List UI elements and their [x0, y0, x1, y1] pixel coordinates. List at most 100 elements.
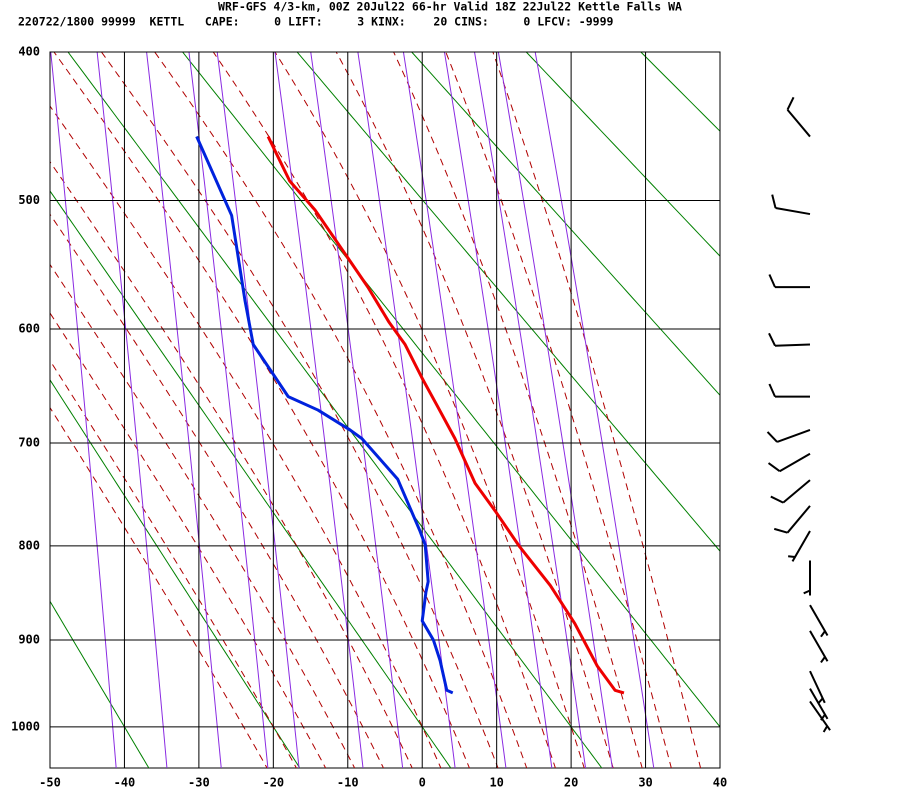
dry-adiabat — [525, 52, 720, 257]
x-tick-label: 20 — [564, 776, 578, 790]
x-tick-label: -30 — [188, 776, 210, 790]
moist-adiabat — [50, 359, 297, 768]
x-tick-label: -10 — [337, 776, 359, 790]
barb-staff — [786, 505, 811, 534]
barb-staff — [774, 343, 811, 347]
moist-adiabat — [50, 160, 413, 768]
barb-flag — [768, 274, 776, 288]
barb-flag — [788, 555, 796, 559]
wind-barb — [768, 383, 810, 398]
wind-barb — [768, 332, 811, 347]
profile-line — [195, 135, 454, 695]
barb-flag — [786, 96, 795, 111]
mixing-ratio-line — [443, 52, 553, 768]
wind-barb — [803, 560, 811, 596]
y-tick-label: 800 — [18, 538, 40, 552]
wind-barb — [809, 630, 829, 664]
mixing-ratio-line — [357, 52, 456, 768]
wind-barb — [768, 274, 810, 289]
mixing-ratio-line — [50, 52, 117, 768]
moist-adiabat — [335, 52, 614, 768]
y-tick-label: 600 — [18, 321, 40, 335]
y-tick-label: 700 — [18, 435, 40, 449]
moist-adiabat — [445, 52, 672, 768]
dry-adiabat — [67, 52, 603, 768]
barb-staff — [809, 630, 829, 662]
dry-adiabat — [296, 52, 720, 552]
barb-staff — [809, 604, 829, 636]
y-tick-label: 400 — [18, 45, 40, 59]
x-tick-label: 30 — [638, 776, 652, 790]
x-tick-label: -40 — [114, 776, 136, 790]
barb-flag — [822, 725, 829, 733]
x-tick-label: -50 — [39, 776, 61, 790]
mixing-ratio-line — [216, 52, 300, 768]
barb-staff — [809, 670, 826, 704]
barb-flag — [768, 332, 776, 347]
wind-barb — [767, 452, 811, 473]
barb-flag — [766, 431, 778, 443]
dry-adiabat — [411, 52, 720, 397]
mixing-ratio-line — [96, 52, 168, 768]
barb-flag — [803, 589, 811, 595]
wind-barb — [771, 194, 811, 216]
wind-barb — [809, 700, 831, 733]
mixing-ratio-line — [274, 52, 364, 768]
barb-staff — [782, 479, 811, 504]
profile-line — [266, 135, 625, 695]
dry-adiabat — [181, 52, 720, 728]
wind-barb — [786, 96, 811, 138]
barb-staff — [809, 700, 831, 731]
barb-staff — [779, 452, 811, 473]
y-tick-label: 900 — [18, 632, 40, 646]
y-tick-label: 1000 — [11, 719, 40, 733]
mixing-ratio-line — [188, 52, 269, 768]
chart-title: WRF-GFS 4/3-km, 00Z 20Jul22 66-hr Valid … — [218, 0, 682, 14]
barb-flag — [820, 630, 826, 638]
dry-adiabat — [0, 19, 11, 792]
moist-adiabat — [53, 52, 470, 768]
y-tick-label: 500 — [18, 193, 40, 207]
dry-adiabat — [50, 190, 452, 768]
dry-adiabat — [50, 379, 301, 768]
barb-flag — [771, 194, 777, 209]
mixing-ratio-line — [534, 52, 655, 768]
wind-barb — [809, 670, 826, 705]
x-tick-label: 10 — [489, 776, 503, 790]
moist-adiabat — [212, 52, 556, 768]
x-tick-label: -20 — [262, 776, 284, 790]
moist-adiabat — [274, 52, 585, 768]
moist-adiabat — [50, 263, 356, 768]
barb-staff — [775, 207, 811, 216]
barb-flag — [820, 656, 826, 664]
wind-barb — [809, 604, 829, 638]
mixing-ratio-line — [497, 52, 613, 768]
barb-flag — [773, 527, 788, 534]
moist-adiabat — [50, 213, 385, 768]
reference-lines — [0, 19, 900, 792]
dry-adiabat — [640, 52, 720, 132]
chart-subtitle: 220722/1800 99999 KETTL CAPE: 0 LIFT: 3 … — [18, 15, 614, 29]
plot-frame — [49, 51, 721, 769]
barb-flag — [767, 462, 781, 473]
moist-adiabat — [50, 105, 442, 768]
moist-adiabat — [492, 52, 702, 768]
moist-adiabat — [50, 406, 268, 768]
x-tick-label: 0 — [419, 776, 426, 790]
x-tick-label: 40 — [713, 776, 727, 790]
barb-flag — [768, 383, 776, 398]
wind-barb — [770, 479, 811, 504]
barb-staff — [809, 688, 829, 720]
moist-adiabat — [393, 52, 643, 768]
dry-adiabat — [50, 600, 150, 768]
barb-staff — [776, 428, 811, 443]
mixing-ratio-line — [146, 52, 222, 768]
moist-adiabat — [50, 312, 327, 768]
dry-adiabat — [834, 19, 900, 792]
wind-barb — [788, 530, 811, 562]
mixing-ratio-line — [310, 52, 404, 768]
barb-flag — [770, 495, 784, 504]
moist-adiabat — [154, 52, 528, 768]
